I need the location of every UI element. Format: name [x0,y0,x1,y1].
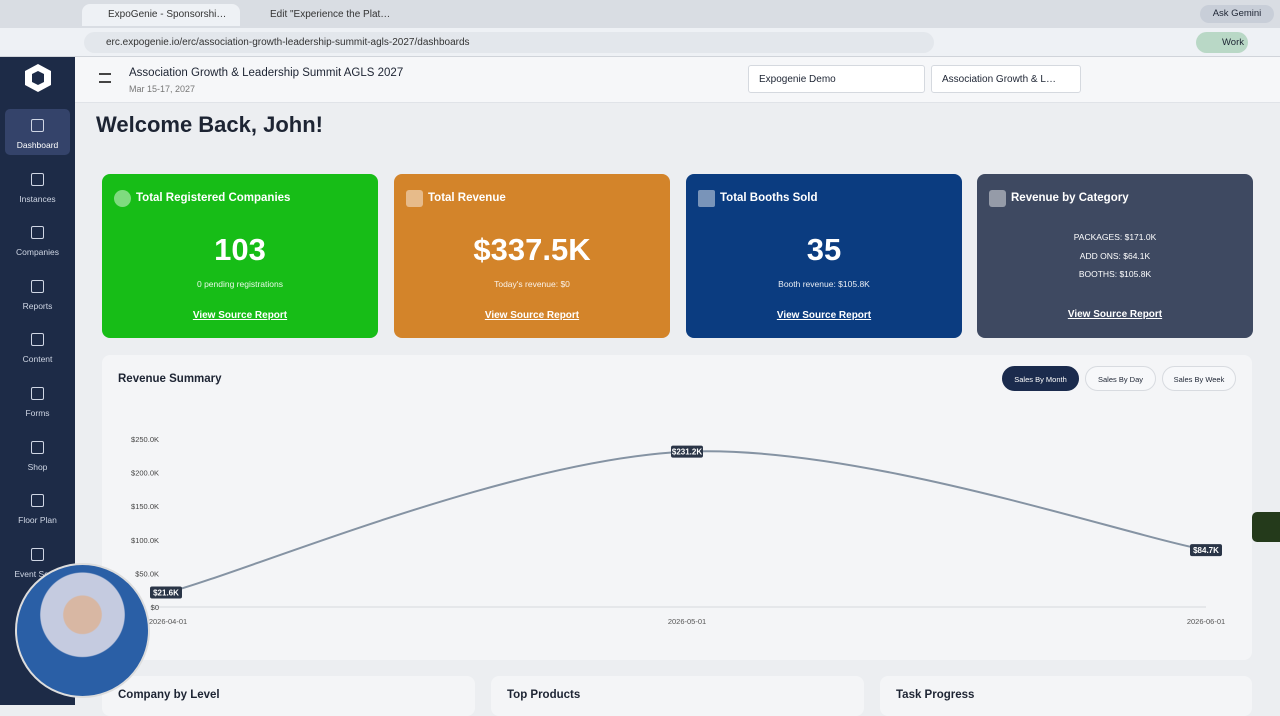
value-label-bg [1190,544,1222,557]
nav-item[interactable]: Dashboard [5,109,70,155]
card-title: Total Booths Sold [720,192,818,204]
nav-item[interactable]: Event Setup [5,538,70,584]
revenue-panel [102,355,1252,660]
card: Revenue by Category PACKAGES: $171.0K AD… [977,174,1253,338]
category-line: BOOTHS: $105.8K [1078,269,1152,279]
gemini-button[interactable]: Ask Gemini [1200,5,1274,23]
card: Total Revenue $337.5K Today's revenue: $0 V… [394,174,670,338]
card-link[interactable]: View Source Report [484,310,580,321]
x-tick-label: 2026-04-01 [149,617,187,626]
card-subtitle: 0 pending registrations [196,279,283,289]
y-tick-label: $0 [151,603,159,612]
panel-title: Revenue Summary [118,373,222,385]
event-title: Association Growth & Leadership Summit A… [129,67,404,79]
nav-item[interactable]: Companies [5,216,70,262]
y-tick-label: $50.0K [135,569,159,578]
category-line: ADD ONS: $64.1K [1079,251,1151,261]
y-tick-label: $250.0K [131,435,159,444]
card-link[interactable]: View Source Report [1067,309,1163,320]
card: Total Registered Companies 103 0 pending r… [102,174,378,338]
select[interactable]: Association Growth & Leadership Summit [931,65,1081,93]
card-subtitle: Booth revenue: $105.8K [778,279,870,289]
card-value: 103 [214,232,266,267]
y-tick-label: $150.0K [131,502,159,511]
value-label: $84.7K [1193,546,1219,555]
nav-label: Instances [19,193,56,204]
card-title: Total Registered Companies [136,192,291,204]
value-label: $21.6K [153,588,179,597]
select[interactable]: Expogenie Demo [748,65,925,93]
nav-label: Event Setup [14,568,61,579]
card-title: Revenue by Category [1011,192,1129,204]
event-dates: Mar 15-17, 2027 [129,84,196,94]
menu-icon[interactable] [99,73,111,83]
tab[interactable]: ExpoGenie - Sponsorship Intelligence [82,4,240,26]
section-title: Task Progress [896,689,975,701]
logo [25,64,51,92]
card-title: Total Revenue [428,192,506,204]
nav-item[interactable]: Shop [5,431,70,477]
welcome: Welcome Back, John! [96,112,323,137]
card: Total Booths Sold 35 Booth revenue: $105.8… [686,174,962,338]
section: Company by Level [102,676,475,716]
profile[interactable]: Work [1196,32,1248,53]
y-tick-label: $100.0K [131,536,159,545]
value-label: $231.2K [672,448,702,457]
section: Task Progress [880,676,1252,716]
value-label-bg [671,445,703,458]
revenue-line [167,450,1207,594]
nav-label: Content [22,354,53,365]
nav-label: Floor Plan [18,515,57,526]
extension-widget[interactable] [1252,512,1280,542]
toggle-button[interactable]: Sales By Day [1085,366,1156,391]
card-link[interactable]: View Source Report [192,310,288,321]
toggle-button[interactable]: Sales By Week [1162,366,1236,391]
section-title: Top Products [507,689,581,701]
nav-label: Dashboard [16,140,59,150]
category-line: PACKAGES: $171.0K [1073,232,1157,242]
card-link[interactable]: View Source Report [776,310,872,321]
nav-item[interactable]: Content [5,323,70,369]
toggle-button[interactable]: Sales By Month [1002,366,1079,391]
nav-label: Reports [22,300,53,311]
x-tick-label: 2026-05-01 [668,617,706,626]
y-tick-label: $200.0K [131,469,159,478]
app-header: Association Growth & Leadership Summit A… [75,57,1280,103]
nav-label: Forms [25,408,50,418]
url-bar: erc.expogenie.io/erc/association-growth-… [0,28,1280,57]
card-value: $337.5K [473,232,591,267]
section-title: Company by Level [118,689,220,701]
nav-label: Companies [16,247,59,258]
tab-strip: ExpoGenie - Sponsorship Intelligence Edi… [0,0,1280,28]
webcam-overlay [15,563,150,698]
x-tick-label: 2026-06-01 [1187,617,1225,626]
nav-item[interactable]: Reports [5,270,70,316]
value-label-bg [150,586,182,599]
section: Top Products [491,676,864,716]
card-value: 35 [806,232,842,267]
nav-item[interactable]: Floor Plan [5,484,70,530]
nav-item[interactable]: Instances [5,163,70,209]
nav-label: Shop [27,461,48,472]
card-subtitle: Today's revenue: $0 [494,279,570,289]
url[interactable]: erc.expogenie.io/erc/association-growth-… [84,32,934,53]
nav-item[interactable]: Forms [5,377,70,423]
